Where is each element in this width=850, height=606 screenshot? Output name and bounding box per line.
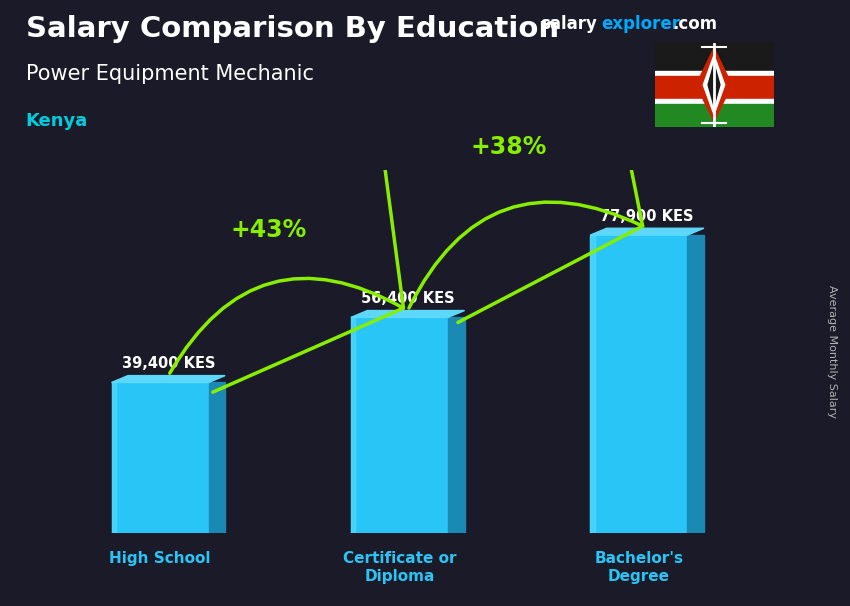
Bar <box>590 235 688 533</box>
Bar <box>351 318 448 533</box>
Text: Salary Comparison By Education: Salary Comparison By Education <box>26 15 558 43</box>
Polygon shape <box>209 382 225 533</box>
Text: explorer: explorer <box>601 15 680 33</box>
Bar <box>654 99 774 104</box>
Text: Kenya: Kenya <box>26 112 88 130</box>
Polygon shape <box>351 310 465 318</box>
Text: +43%: +43% <box>230 218 307 242</box>
Bar <box>654 76 774 99</box>
Text: +38%: +38% <box>470 135 547 159</box>
Polygon shape <box>708 64 720 106</box>
Text: Average Monthly Salary: Average Monthly Salary <box>827 285 837 418</box>
Polygon shape <box>590 228 704 235</box>
Text: Certificate or
Diploma: Certificate or Diploma <box>343 551 456 584</box>
Polygon shape <box>448 318 465 533</box>
Bar <box>111 382 209 533</box>
FancyArrowPatch shape <box>170 102 404 392</box>
Text: High School: High School <box>110 551 211 567</box>
Bar <box>351 318 355 533</box>
Bar <box>111 382 116 533</box>
Text: 39,400 KES: 39,400 KES <box>122 356 215 371</box>
Bar <box>590 235 595 533</box>
Polygon shape <box>688 235 704 533</box>
Polygon shape <box>703 55 725 115</box>
Polygon shape <box>696 48 732 122</box>
Polygon shape <box>111 376 225 382</box>
Text: .com: .com <box>672 15 717 33</box>
Text: 77,900 KES: 77,900 KES <box>600 208 694 224</box>
Bar <box>654 42 774 71</box>
Text: salary: salary <box>540 15 597 33</box>
Text: 56,400 KES: 56,400 KES <box>361 291 455 306</box>
Bar <box>654 42 774 68</box>
Text: Bachelor's
Degree: Bachelor's Degree <box>594 551 683 584</box>
Bar <box>654 71 774 76</box>
Text: Power Equipment Mechanic: Power Equipment Mechanic <box>26 64 314 84</box>
Bar <box>654 104 774 127</box>
FancyArrowPatch shape <box>409 22 643 322</box>
